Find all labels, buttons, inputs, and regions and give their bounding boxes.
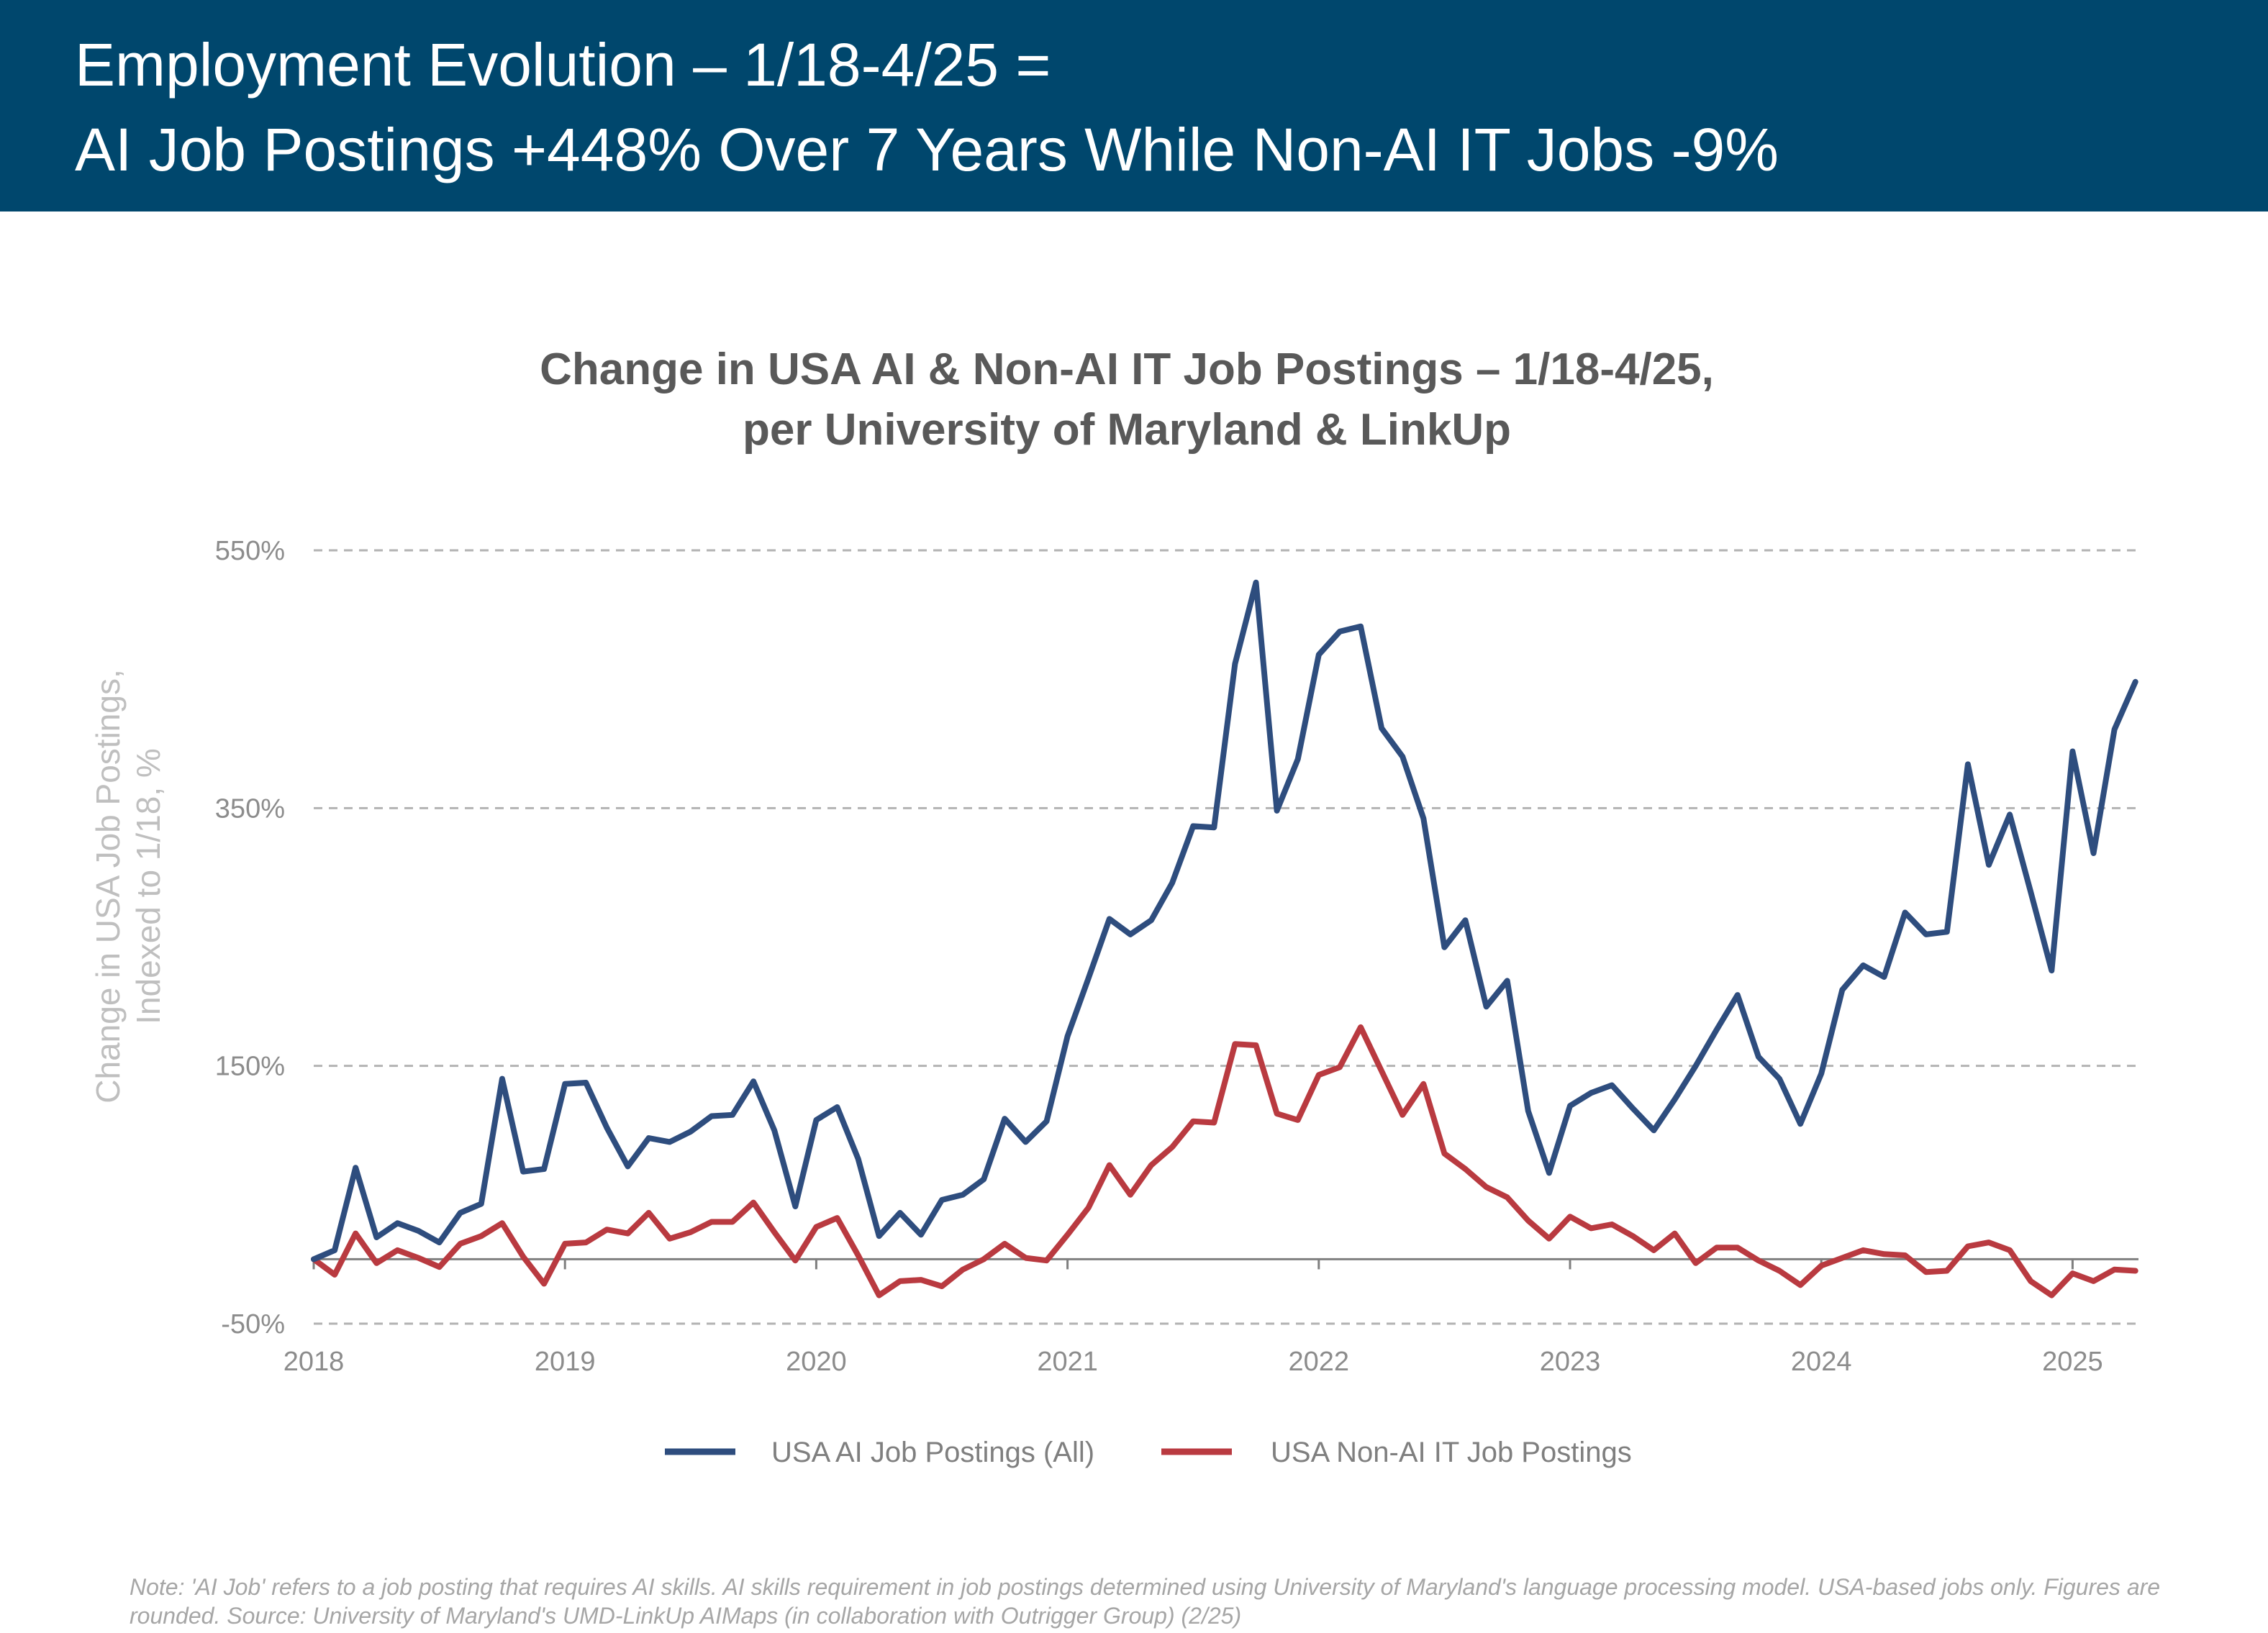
- slide-header: Employment Evolution – 1/18-4/25 = AI Jo…: [0, 0, 2268, 211]
- y-axis-label: Change in USA Job Postings, Indexed to 1…: [89, 669, 167, 1103]
- x-tick-label: 2020: [786, 1347, 847, 1377]
- y-tick-label: 550%: [215, 536, 285, 566]
- y-axis-label-line-2: Indexed to 1/18, %: [130, 748, 167, 1024]
- x-tick-label: 2022: [1289, 1347, 1350, 1377]
- gridlines: [314, 549, 2138, 1325]
- chart-title: Change in USA AI & Non-AI IT Job Posting…: [540, 345, 1714, 394]
- y-tick-label: 350%: [215, 793, 285, 824]
- legend-label-nonai: USA Non-AI IT Job Postings: [1271, 1437, 1632, 1468]
- x-tick-label: 2018: [284, 1347, 345, 1377]
- y-axis-label-line-1: Change in USA Job Postings,: [89, 669, 127, 1103]
- footnote: Note: 'AI Job' refers to a job posting t…: [130, 1574, 2161, 1629]
- y-tick-label: 150%: [215, 1052, 285, 1082]
- series-line-ai: [311, 579, 2138, 1263]
- chart-subtitle: per University of Maryland & LinkUp: [743, 405, 1511, 455]
- legend: USA AI Job Postings (All) USA Non-AI IT …: [665, 1437, 1632, 1468]
- series-line-nonai: [311, 1024, 2138, 1298]
- series-lines: [311, 579, 2138, 1298]
- y-tick-label: -50%: [221, 1309, 285, 1339]
- headline-line-1: Employment Evolution – 1/18-4/25 =: [75, 31, 1051, 99]
- x-tick-label: 2024: [1791, 1347, 1852, 1377]
- x-tick-label: 2021: [1037, 1347, 1098, 1377]
- x-tick-label: 2023: [1540, 1347, 1601, 1377]
- x-tick-label: 2025: [2042, 1347, 2103, 1377]
- y-axis-ticks: 550% 350% 150% -50%: [215, 536, 285, 1339]
- x-tick-label: 2019: [535, 1347, 596, 1377]
- headline-line-2: AI Job Postings +448% Over 7 Years While…: [75, 116, 1779, 183]
- legend-label-ai: USA AI Job Postings (All): [771, 1437, 1094, 1468]
- x-axis-ticks: 2018 2019 2020 2021 2022 2023 2024 2025: [284, 1259, 2103, 1377]
